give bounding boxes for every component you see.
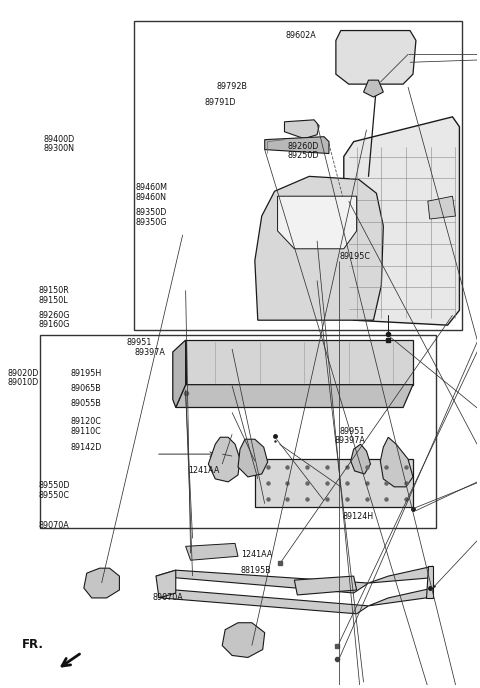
Text: 89195C: 89195C — [340, 252, 371, 261]
Polygon shape — [238, 439, 268, 477]
Text: 1241AA: 1241AA — [188, 466, 219, 475]
Polygon shape — [156, 570, 369, 593]
Text: 89150R: 89150R — [38, 286, 69, 295]
Polygon shape — [294, 576, 357, 595]
Text: 89397A: 89397A — [335, 436, 366, 445]
Polygon shape — [173, 340, 186, 407]
Polygon shape — [336, 30, 416, 84]
Text: 88195B: 88195B — [241, 566, 272, 575]
Polygon shape — [380, 438, 413, 487]
Text: 89300N: 89300N — [43, 144, 74, 153]
Text: 89460M: 89460M — [136, 183, 168, 192]
Text: 89124H: 89124H — [342, 512, 373, 521]
Polygon shape — [369, 566, 433, 583]
Text: 89791D: 89791D — [204, 98, 236, 107]
Text: 89070A: 89070A — [38, 521, 69, 530]
Polygon shape — [351, 444, 371, 474]
Text: FR.: FR. — [22, 638, 44, 651]
Text: 89260D: 89260D — [288, 142, 319, 151]
Text: 89120C: 89120C — [71, 418, 101, 427]
Text: 89400D: 89400D — [43, 135, 74, 144]
Text: 89350G: 89350G — [136, 218, 167, 227]
Text: 89350D: 89350D — [136, 208, 167, 217]
Polygon shape — [176, 385, 413, 407]
Polygon shape — [186, 340, 413, 385]
Text: 1241AA: 1241AA — [241, 550, 272, 559]
Polygon shape — [222, 623, 264, 658]
Text: 89397A: 89397A — [135, 347, 166, 356]
Text: 89010D: 89010D — [8, 378, 39, 387]
Polygon shape — [156, 570, 176, 598]
Text: 89260G: 89260G — [38, 311, 70, 320]
Text: 89250D: 89250D — [288, 151, 319, 160]
Polygon shape — [255, 176, 384, 320]
Text: 89055B: 89055B — [71, 399, 101, 408]
Polygon shape — [344, 117, 459, 325]
Text: 89142D: 89142D — [71, 442, 102, 451]
Text: 89150L: 89150L — [38, 296, 68, 305]
Polygon shape — [161, 590, 369, 614]
Polygon shape — [369, 588, 433, 606]
Text: 89951: 89951 — [126, 338, 152, 347]
Polygon shape — [363, 80, 384, 97]
Text: 89550D: 89550D — [38, 482, 70, 491]
Text: 89195H: 89195H — [71, 369, 102, 378]
Text: 89792B: 89792B — [216, 83, 247, 92]
Polygon shape — [428, 196, 456, 219]
Polygon shape — [186, 544, 238, 560]
Polygon shape — [84, 568, 120, 598]
Text: 89020D: 89020D — [8, 369, 39, 378]
Text: 89065B: 89065B — [71, 384, 101, 393]
Text: 89110C: 89110C — [71, 427, 101, 436]
Polygon shape — [208, 438, 240, 482]
Polygon shape — [264, 137, 329, 153]
Text: 89160G: 89160G — [38, 321, 70, 330]
Text: 89460N: 89460N — [136, 193, 167, 202]
Polygon shape — [285, 120, 319, 139]
Text: 89602A: 89602A — [285, 31, 316, 40]
Polygon shape — [277, 196, 357, 249]
Text: 89550C: 89550C — [38, 491, 70, 500]
Text: 89070A: 89070A — [152, 593, 183, 603]
Polygon shape — [426, 566, 433, 598]
Text: 89951: 89951 — [340, 427, 365, 436]
Polygon shape — [255, 459, 413, 506]
